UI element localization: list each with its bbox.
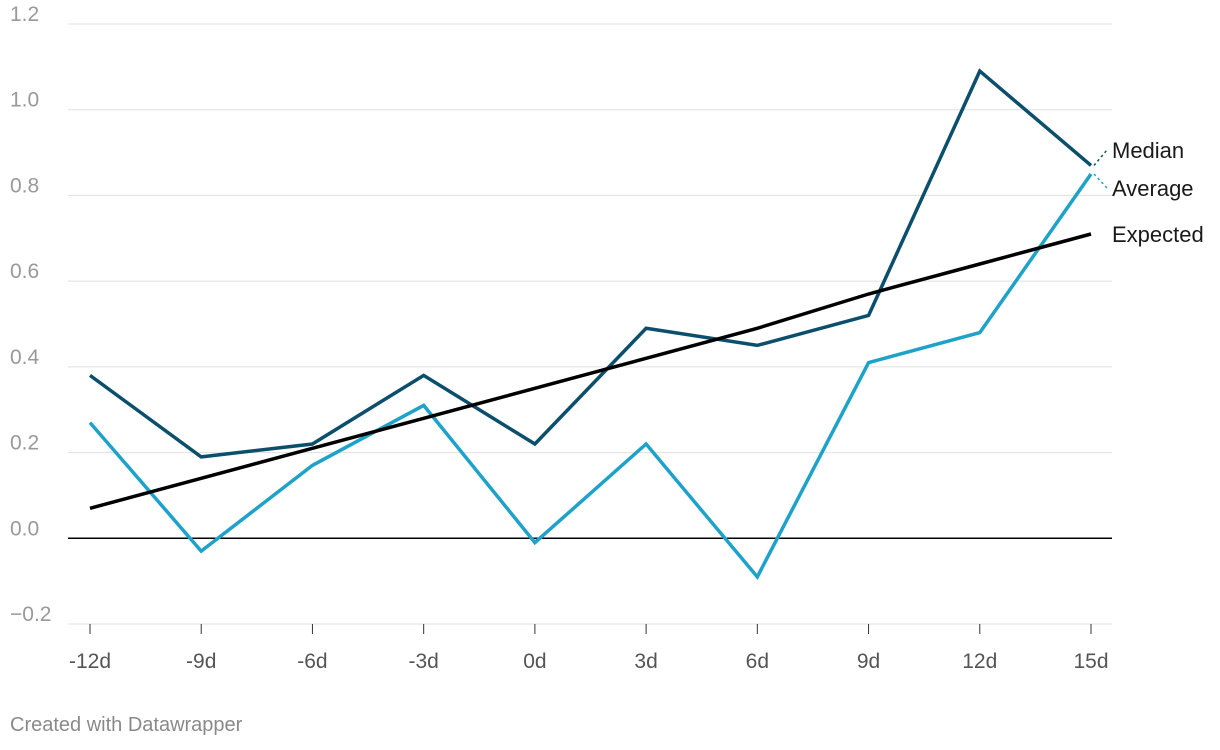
series-line-average bbox=[88, 172, 1093, 581]
x-tick-label: 3d bbox=[634, 650, 657, 673]
x-tick-label: 15d bbox=[1073, 650, 1108, 673]
label-connector-average bbox=[1093, 173, 1108, 189]
y-tick-label: 0.0 bbox=[10, 517, 39, 540]
x-tick-label: -9d bbox=[186, 650, 216, 673]
series-line-expected bbox=[89, 232, 1092, 510]
line-chart: −0.2 0.0 0.2 0.4 0.6 0.8 1.0 1.2 -12d -9d -6d -3d 0… bbox=[10, 3, 1204, 673]
y-tick-label: 0.4 bbox=[10, 346, 40, 369]
series-lines bbox=[88, 68, 1093, 581]
y-tick-label: −0.2 bbox=[10, 603, 51, 626]
label-connector-median bbox=[1093, 149, 1108, 166]
credit-text: Created with Datawrapper bbox=[10, 714, 243, 736]
series-label-median: Median bbox=[1112, 138, 1184, 163]
x-tick-label: 12d bbox=[962, 650, 997, 673]
x-tick-label: -12d bbox=[69, 650, 111, 673]
series-label-expected: Expected bbox=[1112, 222, 1204, 247]
x-tick-label: -3d bbox=[408, 650, 438, 673]
y-tick-label: 0.8 bbox=[10, 174, 39, 197]
y-tick-label: 1.2 bbox=[10, 3, 39, 26]
series-line-median bbox=[88, 68, 1093, 459]
series-label-average: Average bbox=[1112, 176, 1194, 201]
x-tick-label: 6d bbox=[746, 650, 769, 673]
series-labels: Median Average Expected bbox=[1093, 138, 1204, 247]
x-tick-label: 9d bbox=[857, 650, 880, 673]
y-axis: −0.2 0.0 0.2 0.4 0.6 0.8 1.0 1.2 bbox=[10, 3, 51, 626]
x-axis: -12d -9d -6d -3d 0d 3d 6d 9d 12d 15d bbox=[69, 624, 1109, 673]
x-tick-label: 0d bbox=[523, 650, 546, 673]
x-tick-label: -6d bbox=[297, 650, 327, 673]
y-tick-label: 0.6 bbox=[10, 260, 39, 283]
y-tick-label: 0.2 bbox=[10, 432, 39, 455]
y-tick-label: 1.0 bbox=[10, 89, 39, 112]
